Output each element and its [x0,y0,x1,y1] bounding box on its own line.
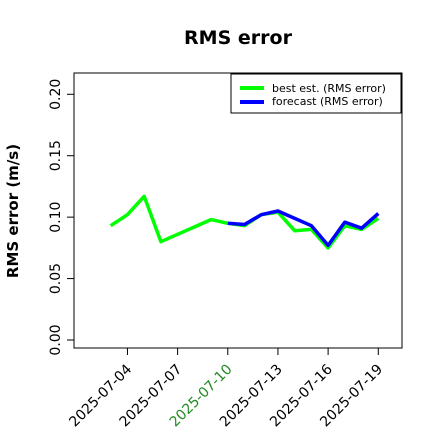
y-axis-label: RMS error (m/s) [4,144,22,278]
y-tick-label: 0.05 [48,263,64,294]
y-axis: 0.00 0.05 0.10 0.15 0.20 [48,79,74,356]
chart-title: RMS error [184,27,293,49]
series-layer [109,194,380,250]
legend-label-forecast: forecast (RMS error) [272,95,383,108]
series-line-1 [227,209,380,248]
series-line-0 [109,194,380,250]
plot-frame [73,72,403,349]
legend-box [230,73,402,114]
y-tick-label: 0.10 [48,202,64,233]
legend-label-best-est: best est. (RMS error) [272,82,386,95]
legend: best est. (RMS error) forecast (RMS erro… [230,73,402,114]
x-axis: 2025-07-042025-07-072025-07-102025-07-13… [66,348,386,430]
y-tick-label: 0.20 [48,79,64,110]
y-tick-label: 0.00 [48,324,64,355]
y-tick-label: 0.15 [48,140,64,171]
